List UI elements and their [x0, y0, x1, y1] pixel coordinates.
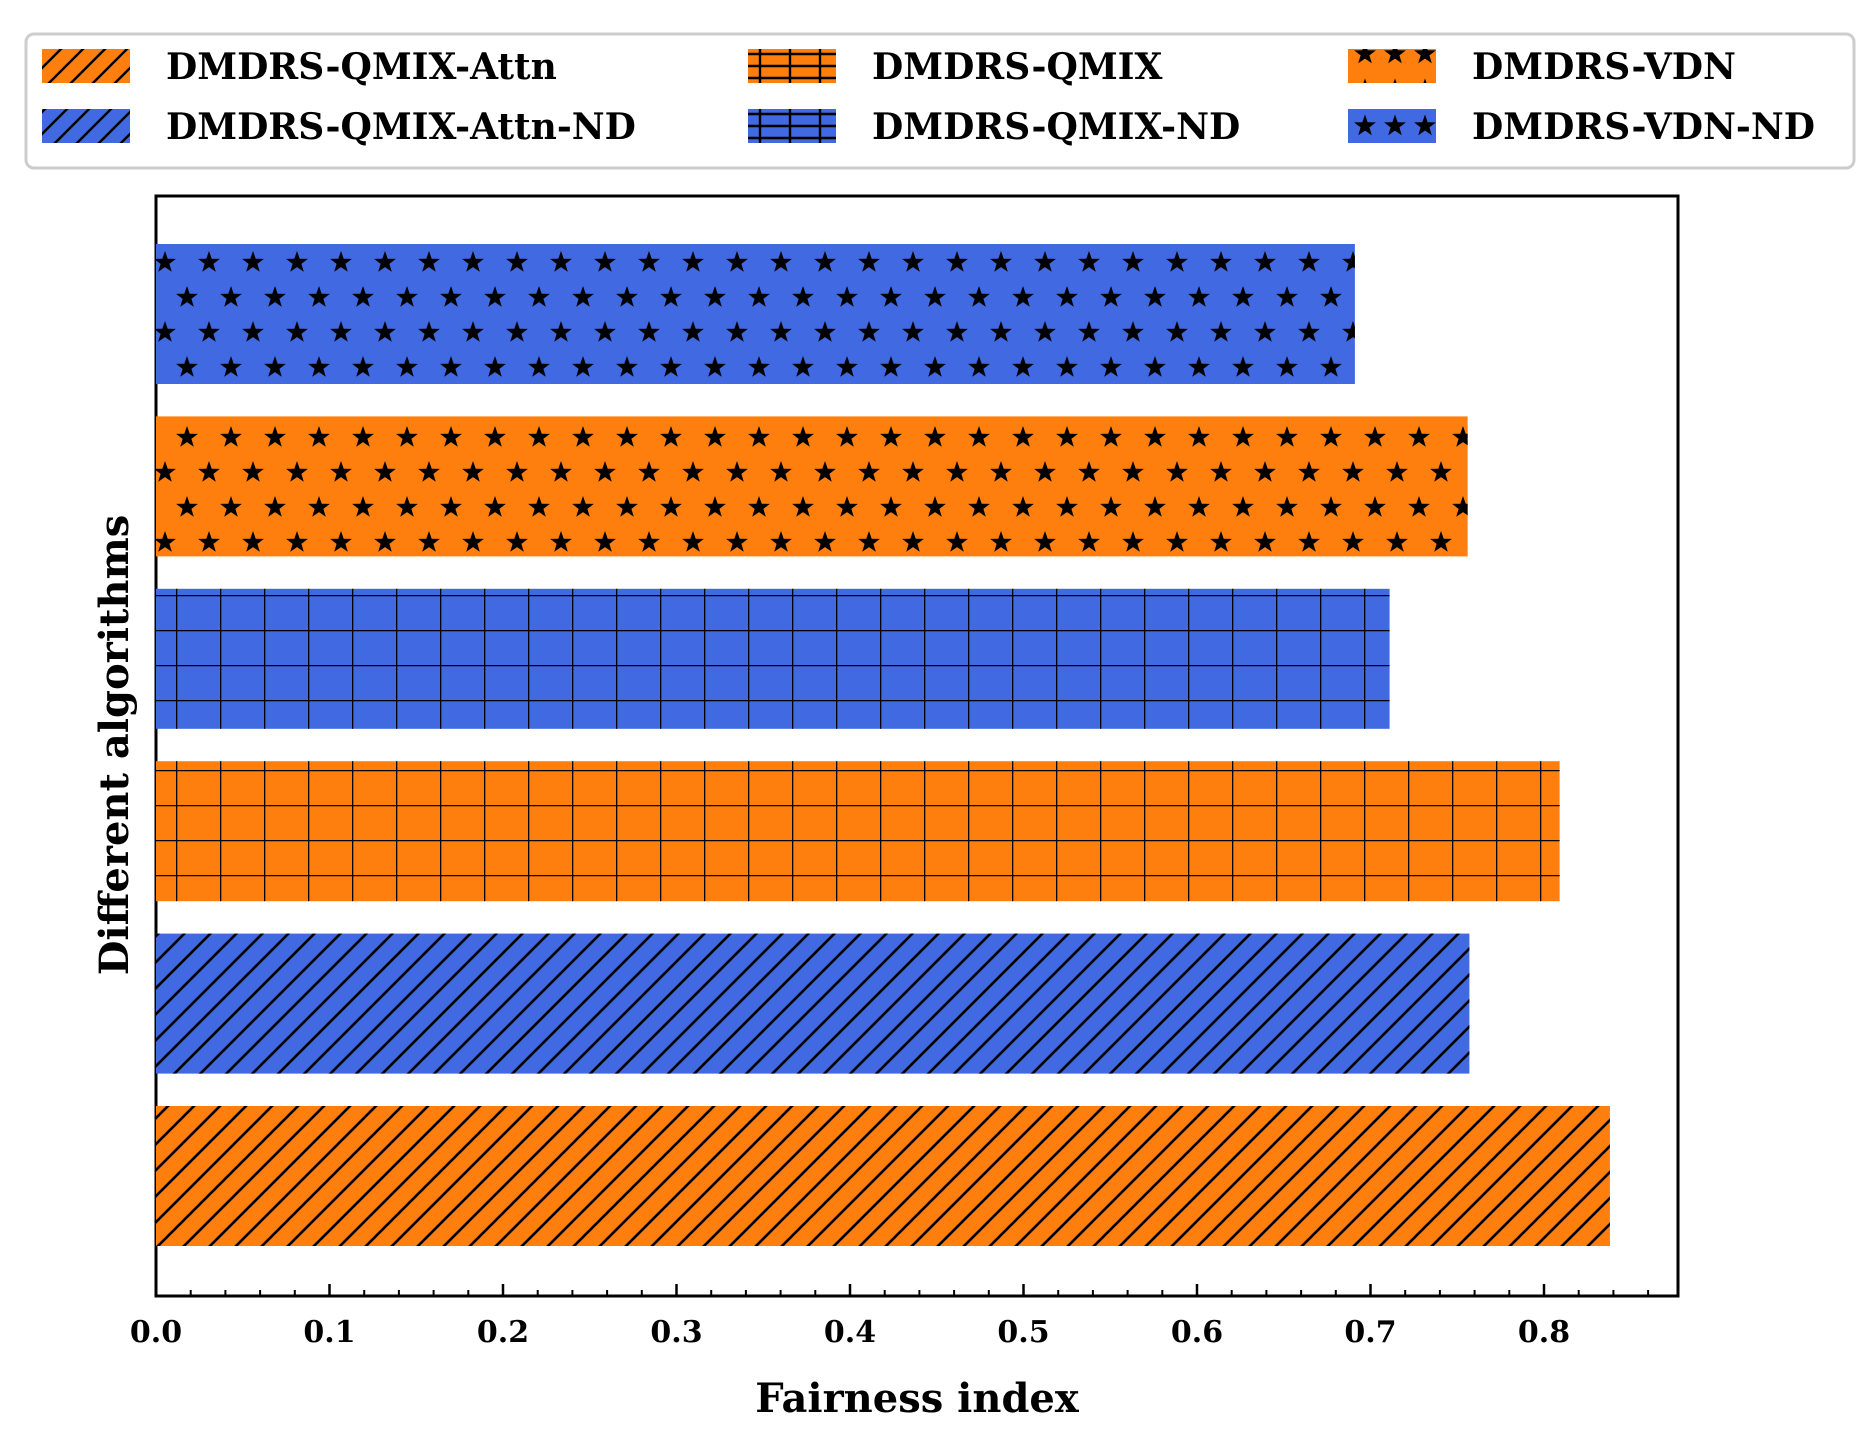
x-tick-label: 0.2 — [477, 1315, 529, 1350]
legend-label-dmdrs-vdn-nd: DMDRS-VDN-ND — [1472, 106, 1815, 148]
x-tick-label: 0.5 — [997, 1315, 1049, 1350]
legend-swatch-hatch-dmdrs-qmix-attn — [42, 49, 130, 83]
x-axis-title: Fairness index — [755, 1375, 1080, 1422]
legend-swatch-hatch-dmdrs-qmix-nd — [748, 109, 836, 143]
bar-hatch-dmdrs-vdn — [156, 416, 1468, 557]
legend: DMDRS-QMIX-Attn DMDRS-QMIX-Attn-ND DMDRS-Q… — [24, 32, 1856, 170]
legend-label-dmdrs-qmix-attn: DMDRS-QMIX-Attn — [166, 46, 557, 88]
bar-hatch-dmdrs-qmix-attn — [156, 1106, 1610, 1246]
x-tick-label: 0.6 — [1171, 1315, 1223, 1350]
bar-hatch-dmdrs-qmix-nd — [156, 588, 1390, 729]
bar-hatch-dmdrs-qmix-attn-nd — [156, 933, 1470, 1074]
x-tick-label: 0.8 — [1518, 1315, 1570, 1350]
y-axis-title: Different algorithms — [91, 515, 138, 976]
legend-label-dmdrs-qmix-attn-nd: DMDRS-QMIX-Attn-ND — [166, 106, 636, 148]
legend-swatch-hatch-dmdrs-qmix-attn-nd — [42, 109, 130, 143]
legend-swatch-hatch-dmdrs-vdn-nd — [1348, 109, 1436, 143]
legend-label-dmdrs-qmix-nd: DMDRS-QMIX-ND — [872, 106, 1240, 148]
bar-hatch-dmdrs-vdn-nd — [156, 244, 1355, 384]
x-tick-label: 0.3 — [650, 1315, 702, 1350]
x-tick-label: 0.1 — [303, 1315, 355, 1350]
bar-hatch-dmdrs-qmix — [156, 761, 1560, 902]
bars-group — [156, 244, 1610, 1246]
legend-swatch-hatch-dmdrs-qmix — [748, 49, 836, 83]
x-tick-label: 0.7 — [1344, 1315, 1396, 1350]
x-tick-label: 0.0 — [130, 1315, 182, 1350]
legend-label-dmdrs-qmix: DMDRS-QMIX — [872, 46, 1163, 88]
x-axis-ticks: 0.0 0.1 0.2 0.3 0.4 0.5 0.6 0.7 0.8 — [130, 1284, 1650, 1350]
x-tick-label: 0.4 — [824, 1315, 876, 1350]
plot-frame — [154, 194, 1680, 1298]
legend-label-dmdrs-vdn: DMDRS-VDN — [1472, 46, 1736, 88]
legend-swatch-hatch-dmdrs-vdn — [1348, 49, 1436, 83]
